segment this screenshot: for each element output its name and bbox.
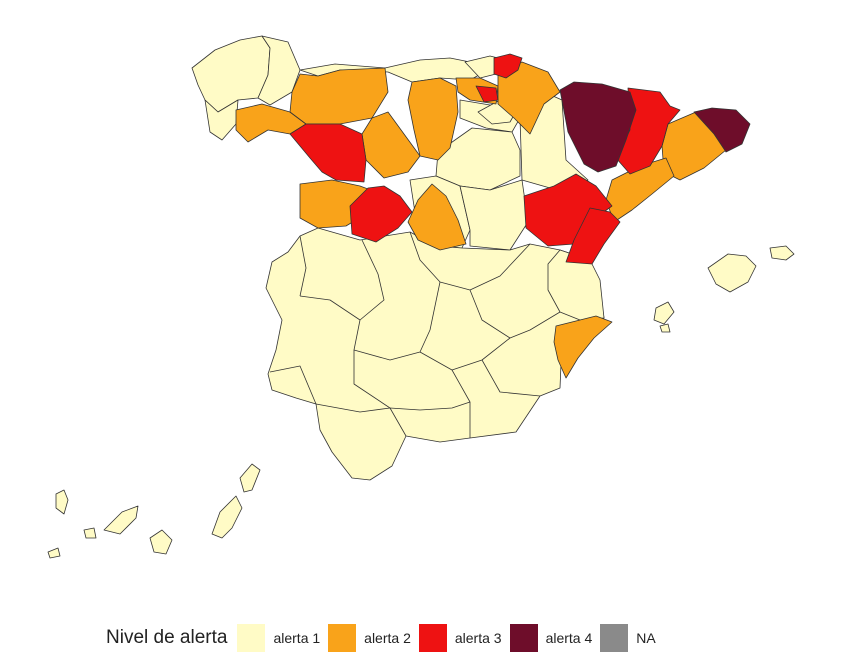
province-burgos[interactable]	[407, 77, 459, 161]
province-asturias[interactable]	[289, 67, 389, 125]
province-alicante[interactable]	[553, 315, 613, 379]
province-alava-small[interactable]	[475, 85, 499, 103]
alerta-4-regions	[559, 81, 751, 173]
island-gran-canaria[interactable]	[149, 529, 173, 555]
island-la-palma[interactable]	[55, 489, 69, 515]
province-leon[interactable]	[289, 123, 367, 183]
legend-label: alerta 3	[454, 630, 502, 646]
province-galicia-coruna[interactable]	[191, 35, 271, 113]
province-centre-north[interactable]	[459, 179, 529, 251]
island-ibiza[interactable]	[653, 301, 675, 325]
legend-item-alerta-3: alerta 3	[418, 624, 502, 652]
island-fuerteventura[interactable]	[211, 495, 243, 539]
legend-swatch	[418, 624, 447, 652]
province-huesca[interactable]	[559, 81, 637, 173]
legend-item-alerta-2: alerta 2	[328, 624, 411, 652]
legend-swatch	[509, 624, 538, 652]
province-navarra[interactable]	[497, 61, 561, 135]
legend-item-na: NA	[600, 624, 656, 652]
province-palencia[interactable]	[361, 111, 421, 179]
island-formentera[interactable]	[659, 323, 671, 333]
legend-swatch	[328, 624, 357, 652]
island-mallorca[interactable]	[707, 253, 757, 293]
legend-label: NA	[636, 630, 656, 646]
province-lugo[interactable]	[257, 35, 301, 106]
legend-label: alerta 2	[364, 630, 411, 646]
legend-title: Nivel de alerta	[106, 627, 228, 648]
legend-swatch	[237, 624, 266, 652]
province-borders	[269, 231, 561, 438]
legend-label: alerta 1	[273, 630, 321, 646]
island-lanzarote[interactable]	[239, 463, 261, 493]
province-valladolid[interactable]	[349, 185, 413, 243]
legend-item-alerta-4: alerta 4	[509, 624, 593, 652]
island-gomera[interactable]	[83, 527, 97, 539]
legend-label: alerta 4	[545, 630, 593, 646]
island-tenerife[interactable]	[103, 505, 139, 535]
province-segovia[interactable]	[407, 183, 467, 251]
island-hierro[interactable]	[47, 547, 61, 559]
legend: Nivel de alerta alerta 1 alerta 2 alerta…	[106, 622, 664, 654]
province-girona[interactable]	[693, 107, 751, 153]
legend-swatch	[600, 624, 629, 652]
province-castellon[interactable]	[565, 207, 621, 265]
legend-item-alerta-1: alerta 1	[237, 624, 320, 652]
island-menorca[interactable]	[769, 245, 795, 261]
province-gipuzkoa[interactable]	[493, 53, 523, 79]
